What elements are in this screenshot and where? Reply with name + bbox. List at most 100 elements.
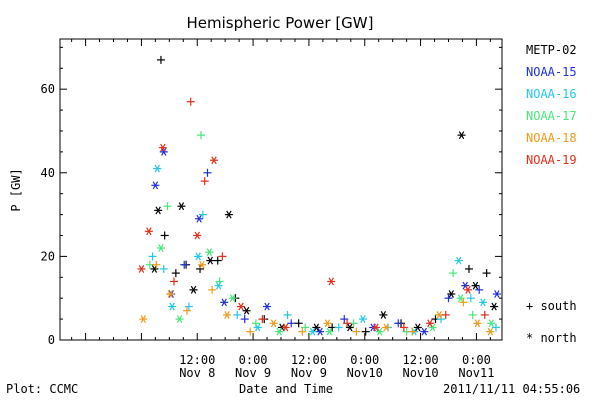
south-point [203,168,212,177]
south-point [258,315,267,324]
x-tick-time-label: 12:00 [403,353,439,367]
north-point [139,315,148,324]
south-point [298,327,307,336]
north-point [454,256,463,265]
y-axis: 0 20 40 60 [41,46,502,347]
south-point [287,319,296,328]
south-point [215,277,224,286]
y-axis-label: P [GW] [9,168,23,211]
north-point [375,327,384,336]
x-tick-date-label: Nov10 [347,366,383,380]
north-point [210,156,219,165]
x-tick-date-label: Nov 9 [235,366,271,380]
north-point [214,281,223,290]
north-point [269,319,278,328]
plot-timestamp: 2011/11/11 04:55:06 [443,382,581,396]
north-point [205,248,214,257]
north-point [308,327,317,336]
legend-item-noaa-16: NOAA-16 [526,87,577,101]
south-point [491,323,500,332]
x-tick-time-label: 0:00 [462,353,491,367]
north-point [371,323,380,332]
chart-title: Hemispheric Power [GW] [187,14,374,32]
south-point [218,252,227,261]
south-point [294,319,303,328]
south-point [464,264,473,273]
south-point [163,202,172,211]
north-point [156,244,165,252]
north-point [461,281,470,290]
x-tick-date-label: Nov11 [458,366,494,380]
x-tick-time-label: 12:00 [291,353,327,367]
north-point [325,327,334,336]
south-point [361,327,370,336]
legend-north-marker: * north [526,331,577,345]
north-point [150,265,159,273]
north-point [345,323,354,332]
north-point [428,323,437,332]
north-point [473,319,482,328]
x-tick-time-label: 0:00 [350,353,379,367]
data-points [137,55,501,336]
south-point [408,327,417,336]
south-point [475,285,484,294]
north-point [487,319,496,328]
north-point [206,256,215,265]
x-tick-date-label: Nov 8 [179,366,215,380]
north-point [137,265,146,273]
north-point [471,281,480,290]
south-point [200,177,209,186]
north-point [447,290,456,298]
south-point [160,231,169,240]
south-point [343,319,352,328]
north-point [158,143,167,152]
south-point [251,319,260,328]
north-point [236,302,245,311]
north-point [151,181,160,190]
south-point [180,260,189,269]
south-point [480,310,489,319]
north-point [464,285,473,294]
south-point [459,298,468,307]
north-point [486,327,495,336]
north-point [153,164,162,173]
south-point [468,310,477,319]
north-point [189,285,198,294]
south-point [148,252,157,261]
x-tick-date-label: Nov 9 [291,366,327,380]
north-point [413,323,422,332]
south-point [213,256,222,265]
south-point [152,260,161,269]
south-point [159,264,168,273]
south-point [340,315,349,324]
north-point [379,311,388,319]
north-point [478,298,487,307]
north-point [168,302,177,311]
north-point [242,306,251,315]
south-point [186,97,195,106]
y-tick-label: 20 [41,249,55,263]
south-point [394,319,403,328]
x-axis-label: Date and Time [239,382,333,396]
south-point [208,285,217,294]
north-point [177,202,186,211]
south-point [437,315,446,324]
y-tick-label: 40 [41,166,55,180]
south-point [283,310,292,319]
y-tick-label: 0 [48,333,55,347]
south-point [169,277,178,286]
north-point [253,323,262,332]
north-point [275,327,284,336]
south-point [183,306,192,315]
south-point [246,327,255,336]
x-tick-time-label: 0:00 [239,353,268,367]
x-tick-time-label: 12:00 [179,353,215,367]
north-point [358,315,367,324]
north-point [197,260,206,269]
north-point [312,323,321,332]
north-point [382,323,391,332]
south-point [196,131,205,140]
north-point [281,323,290,332]
